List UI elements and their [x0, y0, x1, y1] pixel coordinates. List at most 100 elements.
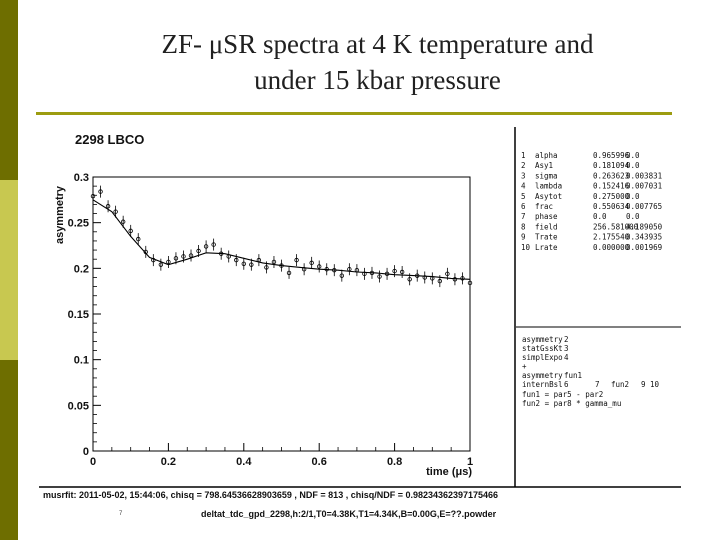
run-title: 2298 LBCO [75, 132, 144, 147]
parameter-cell: 256.581000 [593, 222, 639, 231]
data-point [460, 276, 465, 281]
data-point [113, 209, 118, 214]
theory-cell: simplExpo [522, 353, 563, 362]
parameter-cell: sigma [535, 171, 558, 180]
parameter-cell: 6 [521, 202, 526, 211]
musrfit-plot-window: 2298 LBCO 0 0.05 0.1 0.15 0.2 0.25 0.3 0 0.2 0.4 0… [39, 127, 681, 527]
x-tick-label: 0 [90, 456, 96, 468]
sidebar-light-block [0, 180, 18, 360]
data-point [294, 257, 299, 263]
parameter-cell: 0.0 [626, 212, 640, 221]
x-tick-label: 0.8 [387, 456, 402, 468]
data-points [90, 185, 473, 289]
parameter-cell: 4 [521, 182, 526, 191]
parameter-cell: 0.0 [626, 151, 640, 160]
theory-cell: 4 [564, 353, 569, 362]
data-point [256, 257, 262, 263]
parameter-cell: 0.965996 [593, 151, 630, 160]
data-point [173, 256, 179, 261]
y-tick-label: 0.1 [74, 355, 89, 367]
data-point [136, 236, 141, 242]
data-point [377, 274, 382, 279]
parameter-cell: 0.007031 [626, 182, 662, 191]
theory-cell: 7 [595, 380, 600, 389]
theory-cell: statGssKt [522, 344, 563, 353]
plot-frame [92, 176, 471, 452]
parameter-cell: 0.0 [626, 192, 640, 201]
parameter-cell: 0.263623 [593, 171, 629, 180]
theory-cell: 9 10 [641, 380, 660, 389]
data-point [339, 273, 345, 278]
data-point [203, 244, 209, 249]
data-point [347, 267, 352, 272]
parameter-cell: frac [535, 202, 553, 211]
data-point [279, 263, 284, 268]
data-point [369, 270, 375, 276]
parameter-cell: 4.189050 [626, 222, 663, 231]
data-point [324, 267, 329, 272]
data-point [362, 271, 367, 277]
data-point [445, 271, 450, 277]
x-tick-label: 0.2 [161, 456, 176, 468]
axis-ticks: 0 0.05 0.1 0.15 0.2 0.25 0.3 0 0.2 0.4 0.6 0.8 1 [68, 172, 473, 468]
y-tick-label: 0.2 [74, 263, 89, 275]
data-point [151, 257, 156, 263]
data-point [143, 249, 148, 255]
data-point [90, 193, 96, 199]
parameter-cell: 2.175540 [593, 233, 630, 242]
y-tick-label: 0 [83, 446, 89, 458]
parameter-cell: 5 [521, 192, 526, 201]
parameter-cell: 10 [521, 243, 531, 252]
data-point [105, 204, 111, 209]
sidebar-dark-block-top [0, 0, 18, 180]
y-tick-label: 0.05 [68, 400, 89, 412]
parameter-cell: 0.152416 [593, 182, 630, 191]
data-point [196, 248, 201, 254]
parameter-cell: 7 [521, 212, 526, 221]
y-tick-label: 0.25 [68, 218, 89, 230]
parameter-cell: 0.275000 [593, 192, 630, 201]
parameter-cell: 0.0 [626, 161, 640, 170]
slide-title: ZF- μSR spectra at 4 K temperature and u… [90, 26, 665, 98]
data-point [226, 254, 231, 259]
parameter-panel [516, 145, 681, 327]
data-point [332, 267, 337, 273]
parameter-cell: 0.007765 [626, 202, 662, 211]
data-point [211, 242, 216, 247]
data-point [467, 280, 473, 286]
run-info-footer-line: deltat_tdc_gpd_2298,h:2/1,T0=4.38K,T1=4.… [201, 509, 497, 519]
data-point [422, 275, 427, 280]
data-point [309, 260, 314, 266]
data-point [264, 265, 269, 270]
theory-cell: 2 [564, 335, 569, 344]
data-point [98, 189, 103, 194]
theory-cell: fun1 [564, 371, 582, 380]
parameter-cell: 0.003831 [626, 171, 662, 180]
theory-cell: asymmetry [522, 335, 563, 344]
y-tick-label: 0.3 [74, 172, 89, 184]
musrfit-plot-canvas: 2298 LBCO 00.050.10.150.20.250.30 0.2 0.4 0… [39, 127, 681, 519]
parameter-cell: 3 [521, 171, 526, 180]
parameter-cell: 2 [521, 161, 526, 170]
x-tick-label: 1 [467, 456, 473, 468]
data-point [158, 262, 164, 267]
parameter-cell: 0.001969 [626, 243, 662, 252]
function-line: fun2 = par8 * gamma_mu [522, 399, 621, 408]
plot-frame-group: 0 0.05 0.1 0.15 0.2 0.25 0.3 0 0.2 0.4 0.6 0.8 1 [68, 172, 473, 468]
data-point [437, 278, 443, 284]
slide-title-line-2: under 15 kbar pressure [254, 65, 501, 95]
data-point [317, 264, 322, 269]
data-point [392, 268, 397, 274]
theory-cell: fun2 [611, 380, 629, 389]
data-point [286, 270, 292, 276]
parameter-cell: Asy1 [535, 161, 553, 170]
data-point [188, 253, 194, 258]
theory-cell: + [522, 362, 527, 371]
parameter-cell: Trate [535, 233, 558, 242]
data-point [218, 251, 224, 256]
data-point [354, 267, 360, 273]
parameter-cell: 8 [521, 222, 526, 231]
y-tick-label: 0.15 [68, 309, 89, 321]
data-point [301, 267, 307, 272]
data-point [181, 254, 186, 259]
